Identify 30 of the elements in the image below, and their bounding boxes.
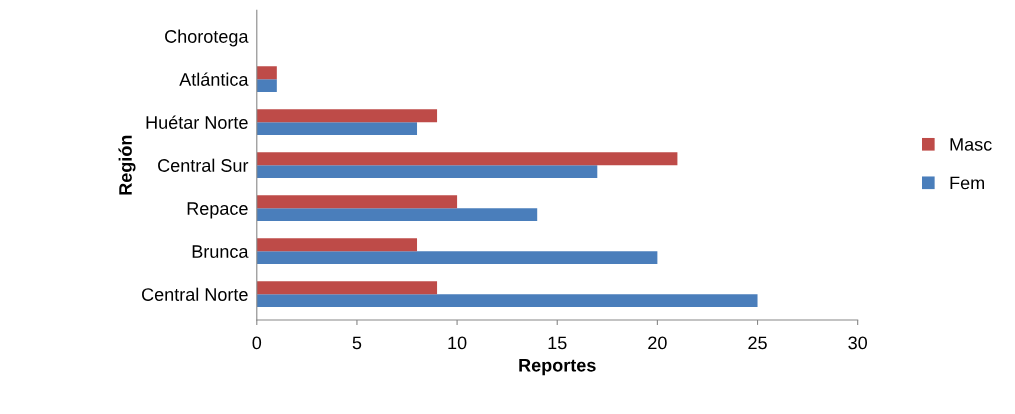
bar bbox=[256, 294, 758, 308]
bar bbox=[256, 109, 438, 123]
x-tick-label: 25 bbox=[748, 336, 767, 350]
y-tick-label: Repace bbox=[187, 202, 248, 219]
legend-label: Masc bbox=[950, 138, 992, 151]
bar bbox=[256, 122, 418, 136]
bar bbox=[256, 251, 658, 265]
y-tick-label: Central Sur bbox=[158, 158, 249, 172]
y-tick-label: Central Norte bbox=[142, 287, 248, 301]
y-tick-label: Chorotega bbox=[165, 29, 249, 47]
bar bbox=[256, 208, 538, 222]
y-axis-title: Región bbox=[118, 135, 136, 195]
bar bbox=[256, 79, 277, 93]
y-tick-label: Atlántica bbox=[179, 72, 249, 86]
y-tick-label: Huétar Norte bbox=[146, 115, 248, 129]
legend-label: Fem bbox=[950, 176, 984, 190]
bar bbox=[256, 195, 458, 209]
x-tick-label: 15 bbox=[548, 336, 567, 350]
x-tick-label: 20 bbox=[648, 336, 667, 350]
x-tick-label: 30 bbox=[848, 336, 868, 350]
x-tick-label: 5 bbox=[352, 336, 362, 350]
x-tick-label: 0 bbox=[252, 336, 262, 350]
bar bbox=[256, 281, 438, 295]
x-axis-title: Reportes bbox=[519, 359, 596, 376]
bar bbox=[256, 165, 598, 179]
y-tick-label: Brunca bbox=[192, 245, 249, 258]
bar bbox=[256, 66, 277, 80]
bar bbox=[256, 238, 418, 252]
x-tick-label: 10 bbox=[448, 336, 467, 350]
bar bbox=[256, 152, 678, 166]
